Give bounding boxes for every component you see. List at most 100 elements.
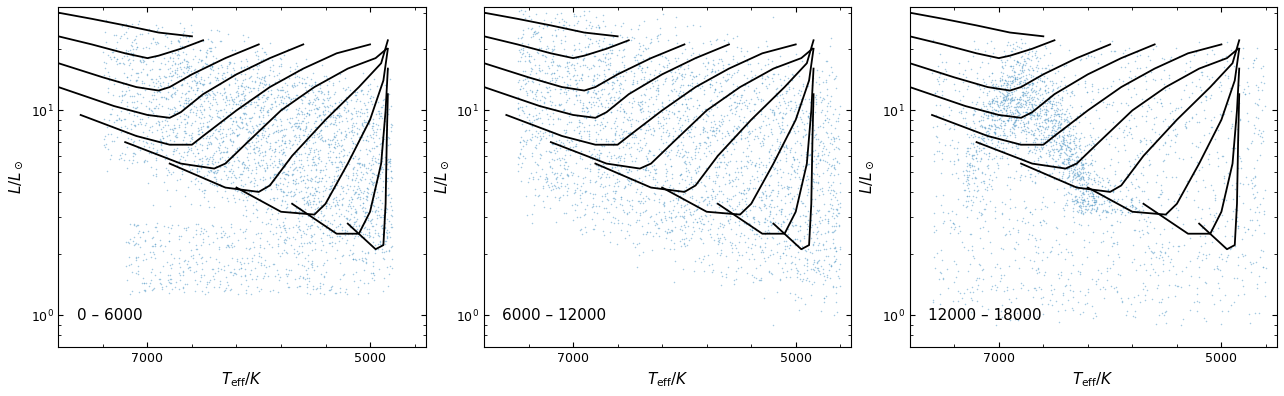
Point bbox=[528, 29, 548, 35]
Point bbox=[271, 61, 291, 67]
Point bbox=[152, 24, 172, 30]
Point bbox=[642, 176, 663, 183]
Point bbox=[193, 154, 213, 161]
Point bbox=[136, 61, 157, 68]
Point bbox=[1070, 271, 1090, 277]
Point bbox=[684, 228, 705, 234]
Point bbox=[208, 265, 229, 271]
Point bbox=[564, 11, 584, 18]
Point bbox=[972, 224, 993, 230]
Point bbox=[1036, 116, 1057, 122]
Point bbox=[962, 155, 982, 162]
Point bbox=[1011, 100, 1031, 106]
Point bbox=[1036, 99, 1057, 106]
Point bbox=[603, 139, 624, 146]
Point bbox=[245, 177, 266, 183]
Point bbox=[600, 55, 620, 61]
Point bbox=[678, 116, 698, 123]
Point bbox=[189, 136, 209, 142]
Point bbox=[701, 68, 722, 74]
Point bbox=[525, 159, 546, 166]
Point bbox=[661, 227, 682, 233]
Point bbox=[542, 155, 562, 162]
Point bbox=[659, 97, 679, 103]
Point bbox=[813, 145, 833, 151]
Point bbox=[271, 156, 291, 163]
Point bbox=[1081, 193, 1102, 200]
Point bbox=[606, 52, 627, 59]
Point bbox=[620, 129, 641, 135]
Point bbox=[636, 164, 656, 170]
Point bbox=[984, 106, 1004, 112]
Point bbox=[1107, 239, 1127, 245]
Point bbox=[1053, 141, 1073, 147]
Point bbox=[969, 118, 990, 124]
Point bbox=[802, 122, 823, 129]
Point bbox=[187, 85, 208, 91]
Point bbox=[193, 266, 213, 272]
Point bbox=[1031, 128, 1052, 134]
Point bbox=[1166, 131, 1186, 137]
Point bbox=[1053, 127, 1073, 133]
Point bbox=[236, 58, 257, 65]
Point bbox=[738, 185, 759, 191]
Point bbox=[250, 109, 271, 115]
Point bbox=[338, 227, 358, 234]
Point bbox=[254, 148, 275, 154]
Point bbox=[791, 278, 811, 284]
Point bbox=[984, 129, 1004, 135]
Point bbox=[285, 106, 306, 112]
Point bbox=[679, 58, 700, 64]
Point bbox=[114, 157, 135, 164]
Point bbox=[309, 136, 330, 142]
Point bbox=[616, 211, 637, 217]
Point bbox=[311, 147, 331, 153]
Point bbox=[737, 213, 758, 219]
Point bbox=[1148, 255, 1168, 261]
Point bbox=[556, 209, 577, 216]
Point bbox=[208, 65, 229, 71]
Point bbox=[209, 147, 230, 153]
Point bbox=[306, 206, 326, 212]
Point bbox=[1170, 53, 1190, 60]
Point bbox=[932, 149, 953, 156]
Point bbox=[361, 134, 381, 140]
Point bbox=[790, 182, 810, 188]
Point bbox=[329, 110, 349, 116]
Point bbox=[289, 134, 309, 141]
Point bbox=[928, 78, 949, 84]
Point bbox=[555, 24, 575, 30]
Point bbox=[1041, 302, 1062, 308]
Point bbox=[231, 91, 252, 97]
Point bbox=[146, 173, 167, 180]
Point bbox=[990, 120, 1011, 126]
Point bbox=[285, 71, 306, 78]
Point bbox=[381, 103, 402, 110]
Point bbox=[145, 22, 166, 28]
Point bbox=[1072, 199, 1093, 206]
Point bbox=[1063, 200, 1084, 207]
Point bbox=[932, 274, 953, 281]
Point bbox=[1071, 222, 1091, 228]
Point bbox=[822, 162, 842, 169]
Point bbox=[967, 286, 987, 292]
Point bbox=[1206, 195, 1226, 201]
Point bbox=[560, 143, 580, 150]
Point bbox=[1046, 117, 1067, 124]
Point bbox=[678, 82, 698, 88]
Point bbox=[826, 284, 846, 291]
Point bbox=[706, 159, 727, 165]
Point bbox=[302, 130, 322, 136]
Point bbox=[1193, 177, 1213, 183]
Point bbox=[666, 74, 687, 80]
Point bbox=[759, 218, 779, 225]
Point bbox=[289, 225, 309, 232]
Point bbox=[924, 158, 945, 164]
Point bbox=[313, 103, 334, 109]
Point bbox=[806, 224, 827, 230]
Point bbox=[1022, 112, 1043, 118]
Point bbox=[972, 131, 993, 137]
Point bbox=[1022, 80, 1043, 86]
Point bbox=[791, 243, 811, 249]
Point bbox=[634, 135, 655, 142]
